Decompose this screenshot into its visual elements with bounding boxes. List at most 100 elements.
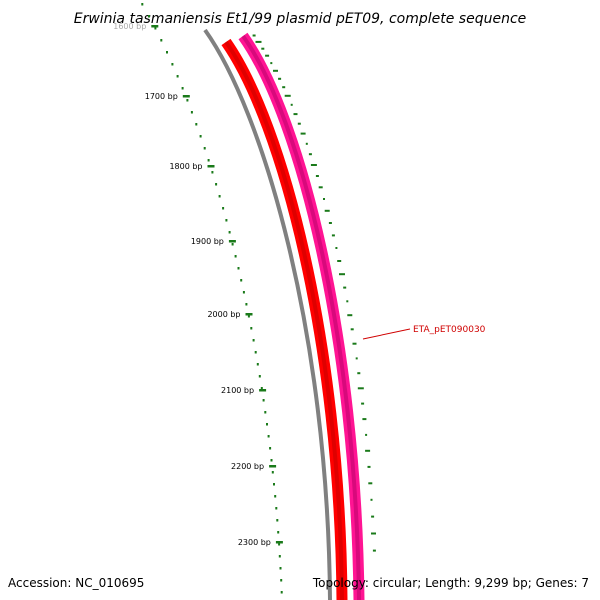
gc-skew-dash [305, 142, 308, 145]
scale-dot [176, 75, 179, 78]
gc-skew-dash [343, 286, 347, 289]
scale-dot [242, 291, 245, 294]
scale-dot [199, 135, 202, 138]
scale-dot [278, 555, 281, 558]
scale-dot [258, 375, 261, 378]
scale-dot [215, 183, 218, 186]
gc-skew-dash [367, 465, 371, 468]
forward-gene-highlight [224, 40, 344, 600]
scale-tick-label: 2200 bp [231, 462, 264, 471]
scale-dot [280, 579, 283, 582]
scale-dot [277, 531, 280, 534]
gc-skew-dash [339, 273, 345, 276]
scale-dot [270, 459, 273, 462]
gc-skew-dash [315, 175, 319, 177]
scale-tick-mark [259, 389, 267, 392]
scale-dot [207, 159, 210, 162]
gc-skew-dash [293, 113, 298, 116]
scale-dot [218, 195, 221, 198]
scale-dot [266, 423, 268, 426]
scale-dot [262, 399, 265, 402]
scale-dot [186, 99, 189, 102]
scale-tick-label: 1700 bp [145, 92, 178, 101]
gc-skew-dash [328, 222, 332, 224]
scale-dot [275, 507, 278, 510]
scale-dot [190, 111, 193, 114]
scale-dot [269, 447, 272, 450]
gc-skew-dash [350, 328, 354, 331]
gc-skew-dash [371, 515, 375, 518]
scale-dot [256, 363, 259, 366]
gc-skew-dash [357, 372, 361, 375]
scale-dot [195, 123, 198, 126]
accession-label: Accession: NC_010695 [8, 576, 144, 590]
gc-skew-dash [372, 549, 376, 552]
scale-dot [228, 231, 231, 234]
gc-skew-dash [265, 54, 270, 57]
scale-dot [247, 315, 250, 318]
gc-skew-dash [362, 418, 367, 421]
gc-skew-dash [308, 153, 312, 156]
gene-label[interactable]: ETA_pET090030 [413, 325, 486, 335]
plasmid-backbone [203, 28, 332, 600]
scale-dot [279, 567, 282, 570]
scale-dot [260, 387, 263, 390]
gc-skew-dash [324, 209, 330, 212]
scale-tick-label: 2000 bp [207, 310, 240, 319]
gc-skew-dash [371, 532, 376, 535]
scale-tick-label: 2100 bp [221, 386, 254, 395]
gc-skew-dash [252, 34, 256, 37]
reverse-gene-highlight [241, 34, 361, 600]
gc-skew-track [252, 34, 376, 552]
gc-skew-dash [261, 47, 265, 50]
gc-skew-dash [318, 186, 323, 189]
scale-dot [250, 327, 253, 330]
gc-skew-dash [357, 387, 364, 390]
scale-dot [154, 27, 157, 30]
gc-skew-dash [255, 40, 262, 43]
gc-skew-dash [273, 69, 278, 72]
scale-dot [141, 3, 144, 6]
gc-skew-dash [370, 498, 373, 501]
gene-label-leader [362, 328, 411, 340]
scale-tick-mark [275, 541, 283, 544]
scale-dot [264, 411, 267, 414]
scale-dot [276, 519, 279, 522]
scale-dot [278, 543, 281, 546]
map-title: Erwinia tasmaniensis Et1/99 plasmid pET0… [74, 11, 527, 27]
scale-dot [225, 219, 228, 222]
gc-skew-dash [331, 234, 335, 237]
scale-dot [252, 339, 255, 342]
sequence-summary: Topology: circular; Length: 9,299 bp; Ge… [312, 576, 589, 590]
gc-skew-dash [284, 94, 291, 97]
scale-tick-label: 1800 bp [169, 162, 202, 171]
gc-skew-dash [270, 62, 273, 65]
gc-skew-dash [347, 314, 353, 317]
gc-skew-dash [282, 86, 286, 89]
scale-dot [274, 495, 277, 498]
scale-tick-mark [228, 240, 236, 243]
scale-dot [280, 591, 283, 594]
scale-tick-mark [151, 25, 159, 28]
scale-dot [237, 267, 240, 270]
scale-tick-mark [207, 165, 215, 168]
scale-tick-label: 1900 bp [191, 237, 224, 246]
gc-skew-dash [337, 260, 342, 262]
gc-skew-dash [278, 77, 282, 80]
scale-tick-mark [182, 95, 190, 98]
bp-scale: 1600 bp 1700 bp 1800 bp 1900 bp 2000 bp 2100 … [113, 3, 283, 594]
scale-dot [271, 471, 274, 474]
scale-tick-mark [269, 465, 277, 468]
scale-dot [240, 279, 243, 282]
scale-dot [245, 303, 248, 306]
scale-dot [181, 87, 184, 90]
gc-skew-dash [368, 482, 373, 485]
gc-skew-dash [323, 198, 325, 200]
gc-skew-dash [361, 402, 365, 405]
scale-dot [267, 435, 270, 438]
scale-dot [171, 63, 174, 66]
gc-skew-dash [365, 433, 368, 436]
scale-dot [148, 15, 150, 18]
gc-skew-dash [310, 164, 317, 166]
